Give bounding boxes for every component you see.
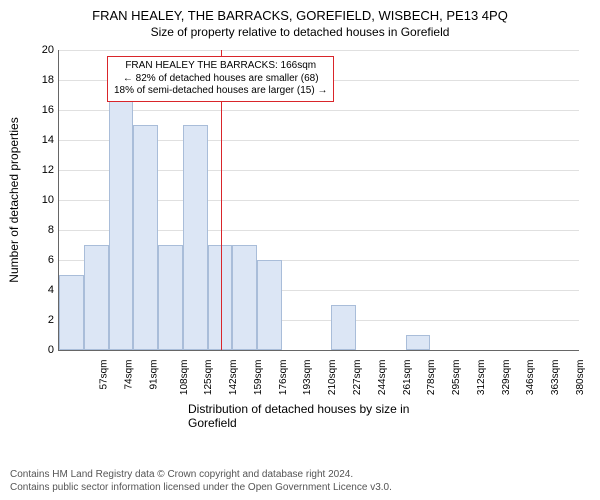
ytick-label: 8: [24, 224, 54, 236]
bar: [59, 275, 84, 350]
bar: [232, 245, 257, 350]
xtick-label: 227sqm: [352, 360, 363, 396]
bar: [183, 125, 208, 350]
xtick-label: 176sqm: [278, 360, 289, 396]
xtick-label: 278sqm: [426, 360, 437, 396]
xtick-label: 295sqm: [451, 360, 462, 396]
xtick-label: 244sqm: [377, 360, 388, 396]
bar: [257, 260, 282, 350]
xtick-label: 74sqm: [124, 360, 135, 390]
chart-area: Number of detached properties FRAN HEALE…: [58, 50, 578, 380]
gridline: [59, 50, 579, 51]
xtick-label: 108sqm: [179, 360, 190, 396]
bar: [406, 335, 431, 350]
xtick-label: 159sqm: [253, 360, 264, 396]
xtick-label: 193sqm: [303, 360, 314, 396]
footer-attribution: Contains HM Land Registry data © Crown c…: [10, 468, 392, 494]
bar: [109, 80, 134, 350]
ytick-label: 6: [24, 254, 54, 266]
xtick-label: 312sqm: [476, 360, 487, 396]
xtick-label: 261sqm: [402, 360, 413, 396]
chart-title-sub: Size of property relative to detached ho…: [0, 23, 600, 39]
ytick-label: 16: [24, 104, 54, 116]
ytick-label: 10: [24, 194, 54, 206]
annotation-box: FRAN HEALEY THE BARRACKS: 166sqm← 82% of…: [107, 56, 334, 102]
x-axis-label: Distribution of detached houses by size …: [188, 402, 448, 430]
bar: [133, 125, 158, 350]
ytick-label: 12: [24, 164, 54, 176]
ytick-label: 20: [24, 44, 54, 56]
plot-region: FRAN HEALEY THE BARRACKS: 166sqm← 82% of…: [58, 50, 579, 351]
gridline: [59, 110, 579, 111]
annotation-line: ← 82% of detached houses are smaller (68…: [114, 73, 327, 86]
xtick-label: 57sqm: [99, 360, 110, 390]
ytick-label: 2: [24, 314, 54, 326]
bar: [331, 305, 356, 350]
footer-line: Contains HM Land Registry data © Crown c…: [10, 468, 392, 481]
ytick-label: 14: [24, 134, 54, 146]
ytick-label: 0: [24, 344, 54, 356]
xtick-label: 91sqm: [148, 360, 159, 390]
bar: [208, 245, 233, 350]
xtick-label: 210sqm: [327, 360, 338, 396]
bar: [84, 245, 109, 350]
chart-title-main: FRAN HEALEY, THE BARRACKS, GOREFIELD, WI…: [0, 0, 600, 23]
xtick-label: 142sqm: [228, 360, 239, 396]
xtick-label: 329sqm: [501, 360, 512, 396]
annotation-line: FRAN HEALEY THE BARRACKS: 166sqm: [114, 60, 327, 73]
xtick-label: 380sqm: [575, 360, 586, 396]
xtick-label: 363sqm: [550, 360, 561, 396]
bar: [158, 245, 183, 350]
y-axis-label: Number of detached properties: [7, 117, 21, 282]
ytick-label: 18: [24, 74, 54, 86]
xtick-label: 346sqm: [525, 360, 536, 396]
ytick-label: 4: [24, 284, 54, 296]
xtick-label: 125sqm: [204, 360, 215, 396]
footer-line: Contains public sector information licen…: [10, 481, 392, 494]
annotation-line: 18% of semi-detached houses are larger (…: [114, 85, 327, 98]
